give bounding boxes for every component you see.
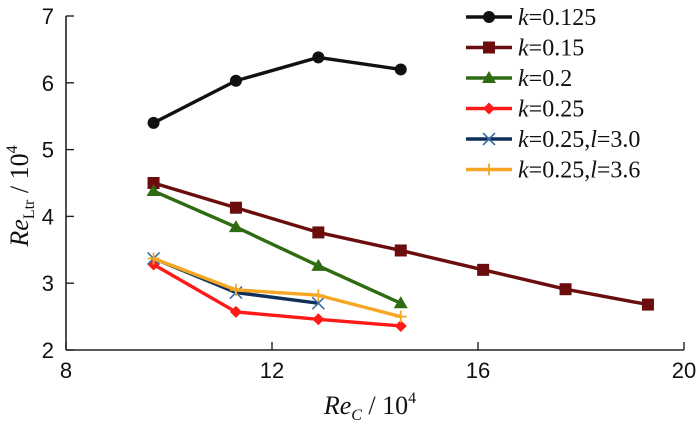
data-point: [641, 298, 654, 311]
series-3: [146, 184, 408, 309]
data-point: [311, 258, 326, 271]
legend-label-kval: =0.25,: [529, 158, 591, 184]
y-tick-label: 6: [42, 71, 54, 96]
x-tick-label: 16: [466, 358, 490, 383]
series-line: [152, 55, 401, 125]
axes: 2 3 4 5 6 7 8 12 16 20: [42, 4, 696, 383]
data-point: [146, 184, 161, 197]
legend-label: k=0.2: [518, 66, 572, 92]
data-point: [394, 310, 407, 323]
y-tick-label: 7: [42, 4, 54, 29]
series-2: [147, 177, 654, 311]
legend-label: k=0.25,l=3.6: [518, 158, 640, 184]
legend-label-l: l: [590, 127, 597, 153]
legend-label-kval: =0.25: [529, 97, 585, 123]
data-point: [147, 116, 160, 129]
y-tick-label: 5: [42, 138, 54, 163]
data-point: [228, 220, 243, 233]
series-line: [152, 263, 401, 328]
legend-label-k: k: [518, 97, 529, 123]
y-axis-title-unit: / 10: [5, 153, 34, 199]
legend-swatch-marker: [483, 102, 495, 115]
legend-item: k=0.125: [466, 5, 596, 31]
data-point: [311, 296, 325, 310]
x-axis-title: ReC / 104: [323, 390, 416, 424]
legend-item: k=0.25,l=3.0: [466, 127, 640, 153]
legend-label-kval: =0.25,: [529, 127, 591, 153]
data-point: [477, 263, 490, 276]
data-point: [229, 74, 242, 87]
data-point: [229, 283, 242, 296]
legend-item: k=0.25,l=3.6: [466, 158, 640, 184]
legend-item: k=0.15: [466, 36, 584, 62]
data-point: [312, 51, 325, 64]
legend-label-k: k: [518, 66, 529, 92]
y-axis-title: ReLtr / 104: [4, 145, 38, 247]
series-1: [147, 51, 407, 129]
legend-label-k: k: [518, 158, 529, 184]
series-layer: [146, 51, 654, 332]
legend-label-k: k: [518, 5, 529, 31]
series-line: [152, 256, 319, 305]
legend-label-kval: =0.2: [529, 66, 573, 92]
legend-label-l: l: [590, 158, 597, 184]
legend-label: k=0.15: [518, 36, 584, 62]
legend-swatch-marker: [482, 71, 496, 83]
legend-swatch-marker: [483, 163, 495, 176]
legend-label-k: k: [518, 127, 529, 153]
y-axis-title-main: Re: [5, 219, 34, 247]
series-6: [147, 252, 407, 323]
data-point: [147, 252, 160, 265]
series-line: [152, 256, 402, 319]
legend-label-kval: =0.125: [529, 5, 597, 31]
x-tick-label: 8: [60, 358, 72, 383]
data-point: [312, 313, 325, 326]
data-point: [229, 305, 242, 318]
series-5: [146, 251, 325, 310]
data-point: [393, 296, 408, 309]
legend-swatch-marker-stroke: [482, 132, 496, 146]
legend-label-k: k: [518, 36, 529, 62]
legend-label-lval: =3.0: [597, 127, 641, 153]
legend-label: k=0.25,l=3.0: [518, 127, 640, 153]
legend-swatch-marker: [483, 41, 495, 54]
data-point-stroke: [311, 296, 325, 310]
x-tick-label: 12: [260, 358, 284, 383]
x-tick-label: 20: [672, 358, 696, 383]
series-line: [152, 189, 402, 305]
legend-label-kval: =0.15: [529, 36, 585, 62]
data-point: [394, 244, 407, 257]
legend: k=0.125k=0.15k=0.2k=0.25k=0.25,l=3.0k=0.…: [466, 5, 640, 184]
x-axis-title-unit: / 10: [362, 391, 408, 420]
y-tick-label: 4: [42, 204, 54, 229]
legend-label-lval: =3.6: [597, 158, 641, 184]
data-point: [312, 226, 325, 239]
y-axis-title-sub: Ltr: [21, 199, 38, 219]
x-axis-title-exp: 4: [408, 390, 416, 407]
y-tick-label: 3: [42, 271, 54, 296]
data-point: [229, 201, 242, 214]
legend-label: k=0.125: [518, 5, 596, 31]
y-axis-title-exp: 4: [4, 145, 21, 153]
legend-label: k=0.25: [518, 97, 584, 123]
data-point: [312, 289, 325, 302]
data-point: [147, 177, 160, 189]
data-point: [394, 63, 407, 76]
legend-item: k=0.25: [466, 97, 584, 123]
legend-swatch-marker: [483, 11, 495, 23]
data-point: [559, 283, 572, 296]
x-axis-title-main: Re: [323, 391, 351, 420]
legend-item: k=0.2: [466, 66, 572, 92]
data-point: [394, 319, 407, 332]
x-axis-title-sub: C: [351, 407, 362, 424]
legend-swatch-marker: [482, 132, 496, 146]
y-tick-label: 2: [42, 338, 54, 363]
